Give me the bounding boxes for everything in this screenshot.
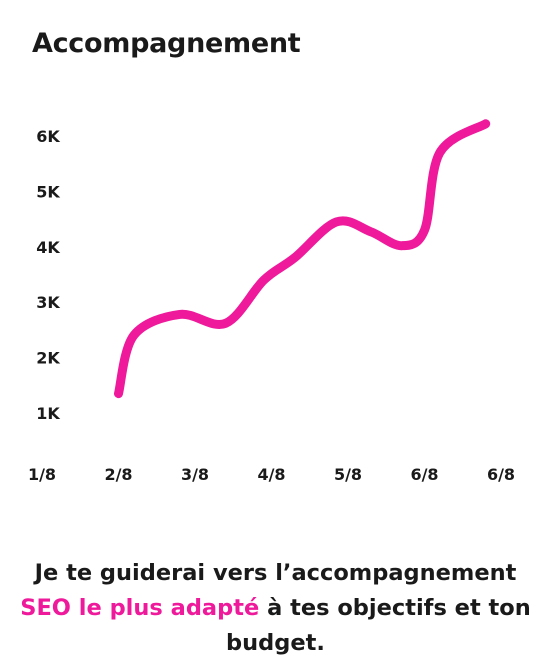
y-tick-label: 6K — [36, 127, 60, 146]
series-group — [114, 119, 491, 399]
x-tick-label: 3/8 — [181, 465, 209, 484]
chart-title: Accompagnement — [32, 28, 301, 59]
x-tick-label: 6/8 — [487, 465, 515, 484]
caption-line-1: Je te guiderai vers l’accompagnement — [34, 560, 517, 586]
y-tick-label: 5K — [36, 182, 60, 201]
y-tick-label: 4K — [36, 238, 60, 257]
caption-line-2-rest: à tes objectifs et ton — [259, 595, 531, 621]
y-tick-label: 2K — [36, 349, 60, 368]
x-tick-label: 4/8 — [257, 465, 285, 484]
caption-highlight: SEO le plus adapté — [20, 595, 260, 621]
x-tick-label: 6/8 — [410, 465, 438, 484]
x-tick-label: 1/8 — [28, 465, 56, 484]
x-tick-label: 5/8 — [334, 465, 362, 484]
caption: Je te guiderai vers l’accompagnement SEO… — [0, 556, 551, 661]
y-tick-label: 3K — [36, 293, 60, 312]
x-tick-label: 2/8 — [104, 465, 132, 484]
line-chart: 1K 2K 3K 4K 5K 6K 1/8 2/8 3/8 4/8 5/8 6/8 6/8 — [28, 119, 515, 484]
caption-line-2: SEO le plus adapté à tes objectifs et to… — [0, 591, 551, 626]
x-axis-ticks: 1/8 2/8 3/8 4/8 5/8 6/8 6/8 — [28, 465, 515, 484]
caption-line-3: budget. — [226, 630, 325, 656]
y-axis-ticks: 1K 2K 3K 4K 5K 6K — [36, 127, 60, 423]
series-line — [114, 119, 491, 399]
y-tick-label: 1K — [36, 404, 60, 423]
